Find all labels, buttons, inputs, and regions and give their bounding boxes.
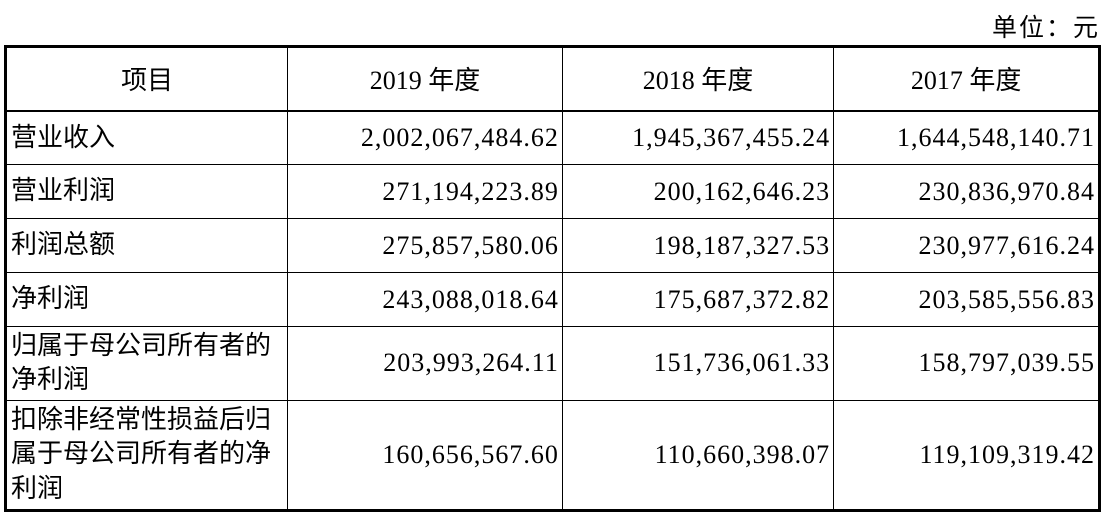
row-label: 营业收入 [4,110,289,165]
value-cell: 243,088,018.64 [287,272,563,327]
value-cell: 119,109,319.42 [833,399,1100,511]
table-row-total-profit: 利润总额 275,857,580.06 198,187,327.53 230,9… [4,218,1100,273]
value-cell: 1,945,367,455.24 [561,110,835,165]
table-row-net-profit: 净利润 243,088,018.64 175,687,372.82 203,58… [4,272,1100,327]
value-cell: 1,644,548,140.71 [833,110,1100,165]
header-row: 项目 2019 年度 2018 年度 2017 年度 [4,46,1100,112]
unit-label: 单位：元 [991,15,1100,42]
column-header-item: 项目 [4,46,289,112]
row-label: 利润总额 [4,218,289,273]
financial-summary-table: 项目 2019 年度 2018 年度 2017 年度 营业收入 2,002,06… [4,45,1101,512]
value-cell: 110,660,398.07 [561,399,835,511]
row-label: 归属于母公司所有者的净利润 [4,326,289,401]
value-cell: 2,002,067,484.62 [287,110,563,165]
table-row-net-profit-parent: 归属于母公司所有者的净利润 203,993,264.11 151,736,061… [4,326,1100,401]
column-header-2019: 2019 年度 [287,46,563,112]
table-row-net-profit-parent-excl-nonrecurring: 扣除非经常性损益后归属于母公司所有者的净利润 160,656,567.60 11… [4,399,1100,511]
row-label: 营业利润 [4,164,289,219]
column-header-2017: 2017 年度 [833,46,1100,112]
table-row-operating-profit: 营业利润 271,194,223.89 200,162,646.23 230,8… [4,164,1100,219]
value-cell: 203,993,264.11 [287,326,563,401]
value-cell: 230,977,616.24 [833,218,1100,273]
value-cell: 230,836,970.84 [833,164,1100,219]
value-cell: 271,194,223.89 [287,164,563,219]
value-cell: 203,585,556.83 [833,272,1100,327]
column-header-2018: 2018 年度 [561,46,835,112]
table-row-operating-revenue: 营业收入 2,002,067,484.62 1,945,367,455.24 1… [4,110,1100,165]
value-cell: 200,162,646.23 [561,164,835,219]
value-cell: 275,857,580.06 [287,218,563,273]
row-label: 净利润 [4,272,289,327]
row-label: 扣除非经常性损益后归属于母公司所有者的净利润 [4,399,289,511]
value-cell: 158,797,039.55 [833,326,1100,401]
value-cell: 160,656,567.60 [287,399,563,511]
value-cell: 151,736,061.33 [561,326,835,401]
value-cell: 198,187,327.53 [561,218,835,273]
value-cell: 175,687,372.82 [561,272,835,327]
